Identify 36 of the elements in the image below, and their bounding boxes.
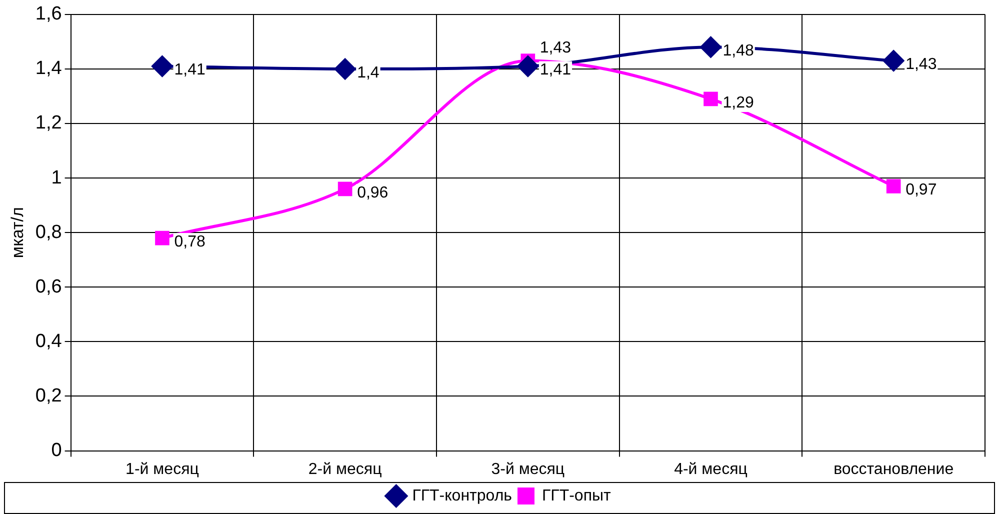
y-tick-label: 1 <box>51 167 62 188</box>
x-tick-label: 4-й месяц <box>674 460 748 478</box>
data-label: 0,96 <box>357 184 388 202</box>
point <box>883 50 904 72</box>
legend-label: ГГТ-контроль <box>412 487 512 504</box>
point <box>338 182 352 196</box>
y-tick-label: 1,4 <box>35 58 62 80</box>
x-tick-label: 1-й месяц <box>126 460 199 478</box>
data-label: 1,29 <box>722 94 754 112</box>
y-tick-label: 0,2 <box>35 385 62 406</box>
point <box>334 58 356 80</box>
data-label: 1,41 <box>540 62 572 79</box>
point <box>155 230 170 246</box>
legend-label: ГГТ-опыт <box>542 487 612 504</box>
x-tick-label: 3-й месяц <box>491 460 565 478</box>
point <box>700 36 722 58</box>
y-tick-label: 0,6 <box>35 276 62 298</box>
y-tick-label: 0,8 <box>35 222 62 243</box>
data-label: 1,48 <box>722 42 754 60</box>
data-label: 1,4 <box>357 64 380 82</box>
y-tick-label: 0 <box>51 440 62 462</box>
y-tick-label: 0,4 <box>35 330 62 352</box>
point <box>886 179 901 194</box>
data-label: 1,43 <box>540 40 572 57</box>
data-label: 1,43 <box>906 56 937 74</box>
y-axis-title: мкат/л <box>8 207 27 258</box>
data-label: 0,78 <box>174 233 206 250</box>
data-label: 0,97 <box>906 182 937 199</box>
y-tick-label: 1,2 <box>35 112 62 134</box>
x-tick-label: 2-й месяц <box>308 460 382 478</box>
y-tick-label: 1,6 <box>35 4 62 25</box>
point <box>517 56 538 77</box>
x-tick-label: восстановление <box>834 460 954 478</box>
data-label: 1,41 <box>174 62 206 79</box>
point <box>152 56 173 77</box>
point <box>704 92 718 106</box>
